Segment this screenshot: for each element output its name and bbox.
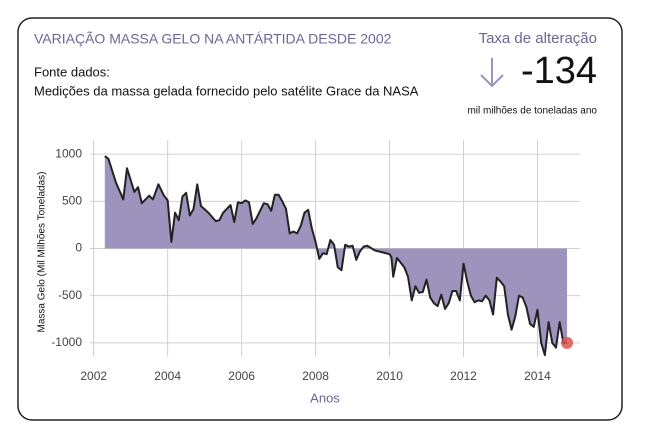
chart-title: VARIAÇÃO MASSA GELO NA ANTÁRTIDA DESDE 2… (34, 31, 392, 47)
source-label: Fonte dados: (34, 64, 110, 79)
x-axis-label: Anos (310, 390, 340, 405)
x-tick-label: 2002 (80, 369, 107, 383)
y-tick-label: -1000 (51, 335, 82, 349)
source-text: Medições da massa gelada fornecido pelo … (34, 83, 419, 98)
indicator-unit: mil milhões de toneladas ano (467, 106, 597, 117)
y-tick-label: -500 (58, 288, 82, 302)
down-arrow (480, 58, 504, 88)
line (104, 155, 568, 357)
y-tick-label: 500 (62, 193, 82, 207)
card (17, 17, 623, 421)
x-tick-label: 2012 (450, 369, 477, 383)
x-tick-label: 2014 (524, 369, 551, 383)
indicator-value: -134 (521, 50, 597, 92)
y-tick-label: 0 (75, 241, 82, 255)
x-tick-label: 2006 (228, 369, 255, 383)
last-point (561, 336, 574, 349)
x-tick-label: 2010 (376, 369, 403, 383)
y-axis-label: Massa Gelo (Mil Milhões Toneladas) (37, 172, 48, 333)
x-tick-label: 2004 (154, 369, 181, 383)
x-tick-label: 2008 (302, 369, 329, 383)
indicator-label: Taxa de alteração (479, 30, 597, 47)
y-tick-label: 1000 (55, 146, 82, 160)
